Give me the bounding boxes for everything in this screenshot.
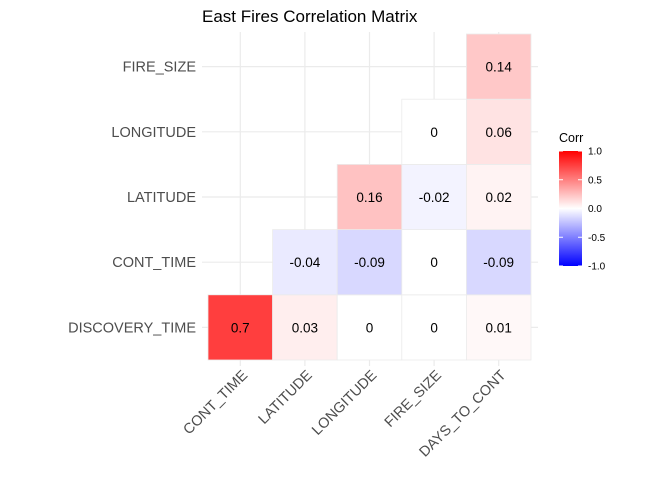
heatmap-cell: -0.02	[401, 163, 467, 230]
heatmap-cell: 0.01	[465, 294, 532, 361]
cell-value-label: 0.14	[486, 60, 513, 75]
heatmap-cell-rect	[465, 33, 532, 100]
y-tick-label: LONGITUDE	[111, 125, 196, 141]
cell-value-label: 0	[430, 255, 438, 270]
cell-value-label: -0.09	[354, 255, 385, 270]
y-tick-label: LATITUDE	[127, 190, 196, 206]
cell-value-label: -0.04	[290, 255, 321, 270]
heatmap-cell-rect	[465, 98, 532, 165]
heatmap-cell-rect	[336, 163, 403, 230]
cell-value-label: -0.02	[419, 190, 450, 205]
heatmap-cell: 0	[336, 294, 403, 361]
heatmap-cell: 0.02	[465, 163, 532, 230]
cell-value-label: 0.7	[231, 320, 250, 335]
legend-title: Corr	[559, 131, 583, 145]
legend-tick-label: 0.0	[588, 204, 602, 215]
heatmap-cell: 0.03	[272, 294, 338, 361]
x-tick-label: LONGITUDE	[309, 367, 380, 438]
legend-tick-label: 1.0	[588, 147, 602, 158]
legend-tick-label: 0.5	[588, 175, 602, 186]
cell-value-label: 0	[430, 125, 438, 140]
cell-value-label: 0	[430, 320, 438, 335]
y-tick-label: CONT_TIME	[112, 255, 196, 271]
heatmap-cell: 0	[401, 98, 467, 165]
cell-value-label: 0.03	[292, 320, 318, 335]
heatmap-cell-rect	[401, 98, 467, 165]
heatmap-cell: 0.16	[336, 163, 403, 230]
y-tick-label: FIRE_SIZE	[123, 60, 197, 76]
heatmap-cell-rect	[401, 229, 467, 296]
heatmap-cell-rect	[272, 294, 338, 361]
heatmap-cell-rect	[465, 229, 532, 296]
cell-value-label: 0.06	[486, 125, 512, 140]
heatmap-cell: -0.04	[272, 229, 338, 296]
heatmap-cell-rect	[336, 294, 403, 361]
heatmap-cell: 0.7	[207, 294, 273, 361]
cell-value-label: 0.01	[486, 320, 512, 335]
heatmap-cell-rect	[465, 294, 532, 361]
heatmap-cell: -0.09	[336, 229, 403, 296]
x-tick-label: LATITUDE	[256, 367, 316, 427]
heatmap-cell-rect	[465, 163, 532, 230]
color-legend: Corr 1.0 0.5 0.0 -0.5 -1.0	[559, 131, 606, 273]
heatmap-cell: 0.06	[465, 98, 532, 165]
cell-value-label: -0.09	[483, 255, 514, 270]
legend-ticks: 1.0 0.5 0.0 -0.5 -1.0	[559, 147, 606, 273]
x-tick-label: CONT_TIME	[181, 367, 252, 438]
legend-tick-label: -0.5	[588, 233, 606, 244]
legend-color-bar	[559, 151, 582, 266]
heatmap-cell: 0.14	[465, 33, 532, 100]
cell-value-label: 0.02	[486, 190, 512, 205]
x-tick-label: FIRE_SIZE	[382, 367, 445, 430]
cell-value-label: 0	[366, 320, 374, 335]
heatmap-cell: 0	[401, 229, 467, 296]
heatmap-cell: -0.09	[465, 229, 532, 296]
chart-title: East Fires Correlation Matrix	[202, 7, 418, 26]
heatmap-cell: 0	[401, 294, 467, 361]
y-axis-tick-labels: DISCOVERY_TIME CONT_TIME LATITUDE LONGITUDE…	[68, 60, 196, 337]
legend-tick-label: -1.0	[588, 262, 606, 273]
heatmap-cells: 0.7 0.03 0 0 0.01 -0.04 -0.09 0 -0.09 0.16 -0.02 0.…	[207, 33, 532, 361]
y-tick-label: DISCOVERY_TIME	[68, 320, 196, 336]
cell-value-label: 0.16	[356, 190, 382, 205]
heatmap-cell-rect	[401, 163, 467, 230]
